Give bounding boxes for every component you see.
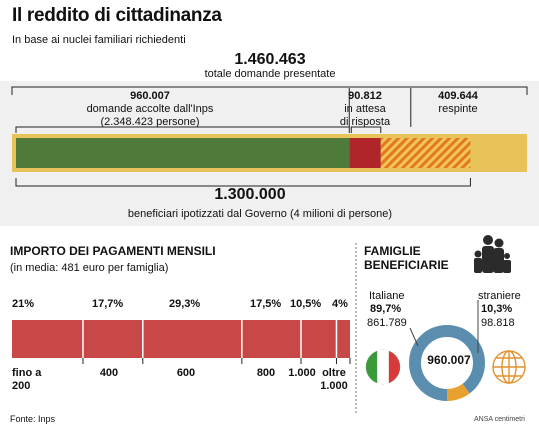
adult-body: [493, 248, 504, 273]
payments-title: IMPORTO DEI PAGAMENTI MENSILI: [10, 244, 216, 258]
pending-bracket: [350, 126, 382, 133]
rejected-hatched-bar: [380, 138, 471, 168]
foreign-pct: 10,3%: [481, 303, 513, 315]
accepted-label: domande accolte dall'Inps: [86, 103, 214, 115]
child-head: [474, 250, 482, 258]
pct-label: 4%: [332, 298, 348, 310]
rejected-value: 409.644: [438, 90, 478, 102]
donut-slice: [409, 325, 485, 401]
adult-body: [482, 246, 494, 273]
italian-label: Italiane: [369, 290, 405, 302]
total-bracket: [11, 86, 528, 95]
flag-red: [388, 351, 400, 383]
payment-segment: [336, 320, 350, 358]
foreign-count: 98.818: [481, 317, 515, 329]
foreign-label: straniere: [478, 290, 521, 302]
donut-slice: [409, 325, 485, 401]
pct-label: 21%: [12, 298, 35, 310]
payment-segment: [82, 320, 143, 358]
pct-label: 17,7%: [92, 298, 124, 310]
pending-bar: [349, 138, 381, 168]
total-label: totale domande presentate: [204, 68, 336, 80]
page-title: Il reddito di cittadinanza: [12, 5, 222, 26]
payments-subtitle: (in media: 481 euro per famiglia): [10, 262, 169, 274]
tick-label: 400: [99, 367, 119, 379]
pending-label-line1: in attesa: [344, 103, 386, 115]
child-body: [474, 258, 482, 273]
accepted-note: (2.348.423 persone): [100, 116, 200, 128]
reference-value: 1.300.000: [214, 186, 286, 203]
accepted-bar: [16, 138, 350, 168]
payment-segment: [12, 320, 83, 358]
pct-label: 10,5%: [290, 298, 322, 310]
tick-label: 600: [176, 367, 196, 379]
rejected-label: respinte: [438, 103, 478, 115]
payment-segment: [241, 320, 301, 358]
flag-white: [377, 350, 389, 384]
accepted-bracket: [15, 126, 350, 133]
donut-center-label: 960.007: [427, 353, 471, 367]
tick-label: oltre 1.000: [320, 367, 348, 392]
pct-label: 17,5%: [250, 298, 282, 310]
italian-flag-icon: [365, 349, 401, 385]
reference-bracket: [15, 178, 471, 187]
families-title: FAMIGLIE BENEFICIARIE: [364, 244, 449, 272]
total-value: 1.460.463: [234, 51, 306, 68]
italian-leader: [409, 327, 419, 347]
child-body: [503, 260, 511, 273]
payment-segment: [142, 320, 242, 358]
credit-note: ANSA centimetri: [474, 416, 525, 423]
tick-label: 800: [256, 367, 276, 379]
tick-label: 1.000: [288, 367, 316, 379]
globe-icon: [492, 350, 526, 384]
italian-pct: 89,7%: [370, 303, 402, 315]
reference-label: beneficiari ipotizzati dal Governo (4 mi…: [127, 208, 393, 220]
flag-green: [366, 351, 378, 383]
adult-head: [483, 235, 493, 245]
tick-label: fino a 200: [12, 367, 42, 392]
pending-label-line2: di risposta: [339, 116, 391, 128]
page-subtitle: In base ai nuclei familiari richiedenti: [12, 34, 186, 46]
italian-count: 861.789: [367, 317, 407, 329]
source-note: Fonte: Inps: [10, 414, 56, 424]
pending-value: 90.812: [348, 90, 382, 102]
payment-segment: [300, 320, 337, 358]
pct-label: 29,3%: [169, 298, 201, 310]
family-icon: [474, 235, 511, 273]
accepted-value: 960.007: [130, 90, 170, 102]
adult-head: [494, 238, 504, 248]
child-head: [504, 253, 510, 259]
